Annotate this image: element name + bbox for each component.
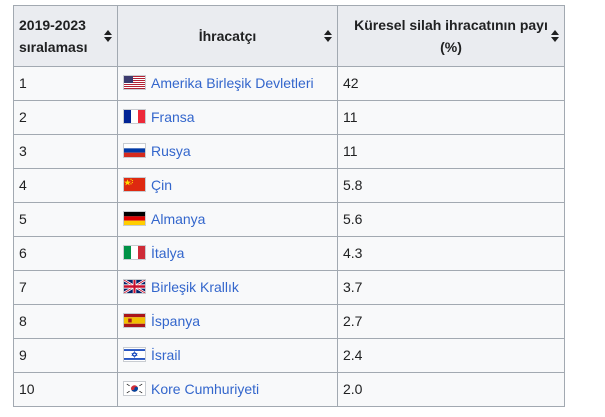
exporter-header-label: İhracatçı	[198, 28, 257, 44]
exporter-cell: Almanya	[117, 202, 338, 237]
exporter-cell: Fransa	[117, 100, 338, 135]
uk-flag-icon[interactable]	[123, 279, 146, 295]
country-link[interactable]: Birleşik Krallık	[151, 279, 239, 295]
table-row: 6 İtalya 4.3	[13, 236, 565, 271]
share-cell: 4.3	[337, 236, 565, 271]
country-link[interactable]: Kore Cumhuriyeti	[151, 381, 260, 397]
italy-flag-icon[interactable]	[123, 245, 146, 261]
rank-cell: 6	[13, 236, 118, 271]
exporter-cell: Rusya	[117, 134, 338, 169]
share-cell: 2.0	[337, 372, 565, 407]
table-row: 1 Amerika Birleşik Devletleri 42	[13, 66, 565, 101]
spain-flag-icon[interactable]	[123, 313, 146, 329]
rank-header-line2: sıralaması	[19, 39, 88, 55]
sort-icon[interactable]	[324, 30, 332, 42]
rank-cell: 4	[13, 168, 118, 203]
country-link[interactable]: Fransa	[151, 109, 195, 125]
rank-cell: 10	[13, 372, 118, 407]
header-row: 2019-2023 sıralaması İhracatçı Küresel s…	[13, 5, 565, 67]
table-row: 5 Almanya 5.6	[13, 202, 565, 237]
rank-header-line1: 2019-2023	[19, 17, 86, 33]
germany-flag-icon[interactable]	[123, 211, 146, 227]
table-row: 3 Rusya 11	[13, 134, 565, 169]
rank-cell: 7	[13, 270, 118, 305]
share-cell: 3.7	[337, 270, 565, 305]
share-cell: 2.4	[337, 338, 565, 373]
table-row: 8 İspanya 2.7	[13, 304, 565, 339]
share-cell: 11	[337, 134, 565, 169]
rank-cell: 5	[13, 202, 118, 237]
exporter-cell: İspanya	[117, 304, 338, 339]
table-row: 9 İsrail 2.4	[13, 338, 565, 373]
exporter-cell: Çin	[117, 168, 338, 203]
country-link[interactable]: Amerika Birleşik Devletleri	[151, 75, 314, 91]
country-link[interactable]: Çin	[151, 177, 173, 193]
table-row: 7 Birleşik Krallık 3.7	[13, 270, 565, 305]
country-link[interactable]: İtalya	[151, 245, 185, 261]
country-link[interactable]: Almanya	[151, 211, 206, 227]
country-link[interactable]: İspanya	[151, 313, 201, 329]
usa-flag-icon[interactable]	[123, 75, 146, 91]
exporter-column-header[interactable]: İhracatçı	[117, 5, 338, 67]
exporter-cell: İtalya	[117, 236, 338, 271]
share-column-header[interactable]: Küresel silah ihracatının payı (%)	[337, 5, 565, 67]
share-header-line1: Küresel silah ihracatının payı	[354, 17, 548, 33]
share-cell: 11	[337, 100, 565, 135]
arms-exporters-table: 2019-2023 sıralaması İhracatçı Küresel s…	[13, 5, 565, 407]
south-korea-flag-icon[interactable]	[123, 381, 146, 397]
rank-cell: 2	[13, 100, 118, 135]
china-flag-icon[interactable]	[123, 177, 146, 193]
sort-icon[interactable]	[104, 30, 112, 42]
russia-flag-icon[interactable]	[123, 143, 146, 159]
exporter-cell: Amerika Birleşik Devletleri	[117, 66, 338, 101]
share-cell: 5.6	[337, 202, 565, 237]
table-row: 4 Çin 5.8	[13, 168, 565, 203]
france-flag-icon[interactable]	[123, 109, 146, 125]
sort-icon[interactable]	[551, 30, 559, 42]
share-cell: 5.8	[337, 168, 565, 203]
rank-cell: 3	[13, 134, 118, 169]
share-cell: 42	[337, 66, 565, 101]
rank-cell: 1	[13, 66, 118, 101]
share-header-line2: (%)	[440, 39, 462, 55]
country-link[interactable]: İsrail	[151, 347, 181, 363]
exporter-cell: Birleşik Krallık	[117, 270, 338, 305]
exporter-cell: Kore Cumhuriyeti	[117, 372, 338, 407]
share-cell: 2.7	[337, 304, 565, 339]
rank-column-header[interactable]: 2019-2023 sıralaması	[13, 5, 118, 67]
table-row: 2 Fransa 11	[13, 100, 565, 135]
country-link[interactable]: Rusya	[151, 143, 191, 159]
rank-cell: 8	[13, 304, 118, 339]
exporter-cell: İsrail	[117, 338, 338, 373]
israel-flag-icon[interactable]	[123, 347, 146, 363]
rank-cell: 9	[13, 338, 118, 373]
table-row: 10 Kore Cumhuriyeti 2.0	[13, 372, 565, 407]
